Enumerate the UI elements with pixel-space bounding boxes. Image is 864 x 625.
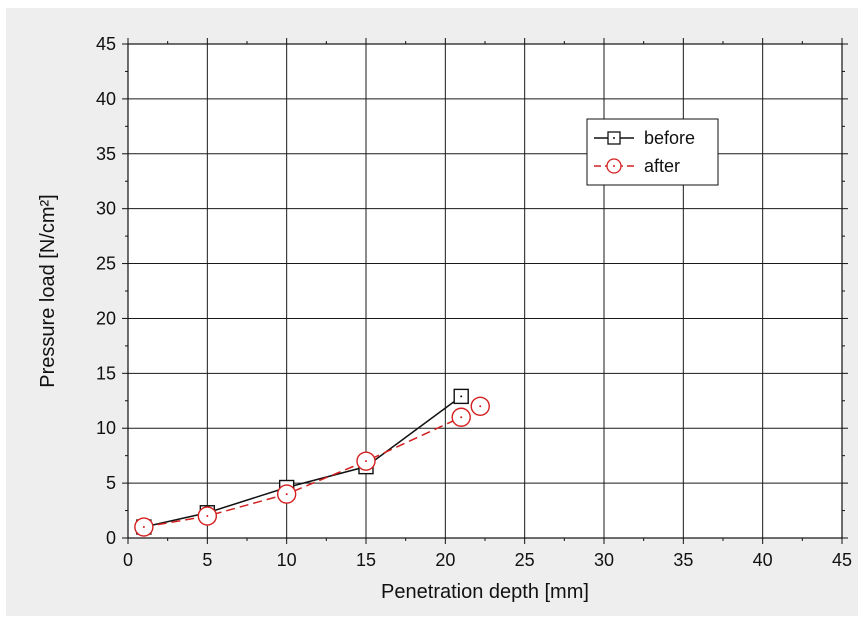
data-point-after-dot (365, 460, 367, 463)
y-tick-label: 30 (96, 199, 116, 219)
data-point-after-dot (460, 416, 463, 419)
y-tick-label: 20 (96, 308, 116, 328)
series-after (134, 396, 490, 537)
data-point-before-dot (460, 395, 463, 398)
x-tick-label: 15 (356, 550, 376, 570)
y-tick-label: 10 (96, 418, 116, 438)
data-point-after-dot (142, 526, 145, 529)
legend-box (586, 118, 719, 186)
y-tick-label: 40 (96, 89, 116, 109)
line-chart: 0 5 10 15 20 25 30 35 40 45 0 5 10 15 20 25 30 35 40 45 Pen… (37, 34, 852, 603)
legend-label: after (644, 156, 680, 176)
legend: before after (586, 118, 719, 186)
x-tick-label: 30 (594, 550, 614, 570)
y-axis-title: Pressure load [N/cm²] (37, 194, 59, 387)
x-tick-label: 35 (673, 550, 693, 570)
y-tick-label: 45 (96, 34, 116, 54)
legend-label: before (644, 128, 695, 148)
data-point-after-dot (206, 515, 209, 518)
legend-entry-before: before (594, 128, 695, 148)
x-tick-label: 10 (277, 550, 297, 570)
x-tick-label: 5 (202, 550, 212, 570)
x-tick-label: 45 (832, 550, 852, 570)
y-tick-label: 35 (96, 144, 116, 164)
y-tick-label: 15 (96, 363, 116, 383)
x-tick-label: 0 (123, 550, 133, 570)
data-point-after-dot (285, 493, 288, 496)
y-tick-label: 5 (106, 473, 116, 493)
data-point-after-dot (479, 405, 482, 408)
x-tick-label: 25 (515, 550, 535, 570)
y-tick-label: 0 (106, 528, 116, 548)
y-tick-label: 25 (96, 254, 116, 274)
legend-marker-dot (613, 165, 615, 167)
chart-frame: 0 5 10 15 20 25 30 35 40 45 0 5 10 15 20 25 30 35 40 45 Pen… (6, 8, 858, 616)
legend-entry-after: after (594, 156, 680, 176)
x-axis-title: Penetration depth [mm] (381, 581, 589, 603)
series-layer (134, 388, 490, 537)
plot-area (128, 44, 842, 538)
x-tick-label: 40 (753, 550, 773, 570)
x-tick-label: 20 (435, 550, 455, 570)
legend-marker-dot (613, 137, 615, 139)
axes: 0 5 10 15 20 25 30 35 40 45 0 5 10 15 20 25 30 35 40 45 (96, 34, 852, 570)
